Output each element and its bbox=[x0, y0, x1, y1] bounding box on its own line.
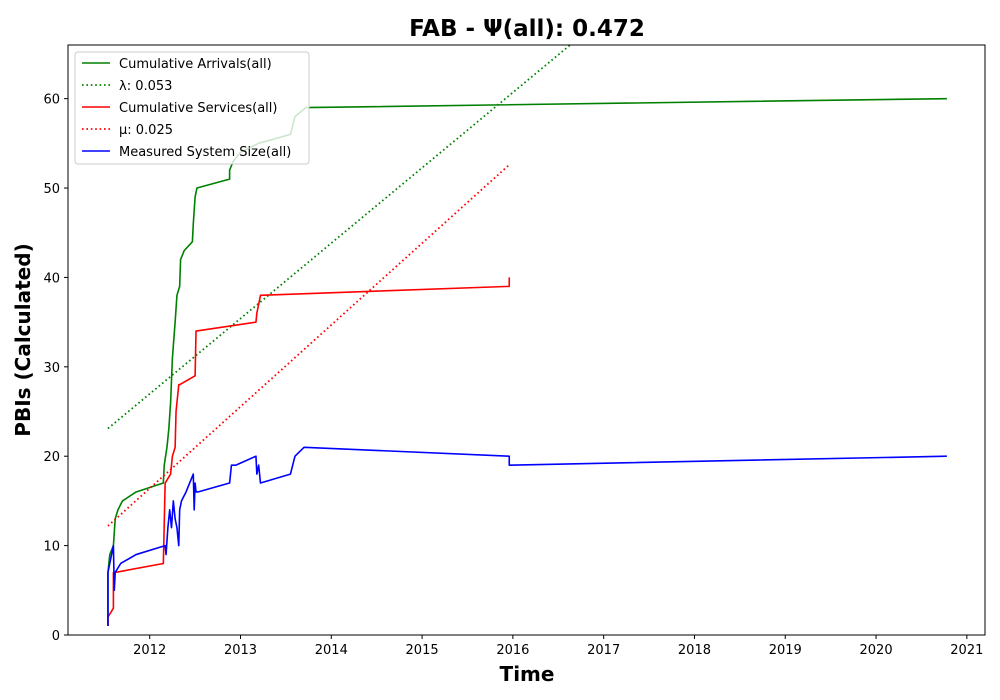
y-tick-label: 30 bbox=[43, 361, 60, 376]
chart-title: FAB - Ψ(all): 0.472 bbox=[409, 16, 645, 42]
series-line-0 bbox=[107, 97, 947, 627]
series-line-1 bbox=[107, 45, 571, 430]
series-line-3 bbox=[107, 164, 510, 527]
legend-label-1: λ: 0.053 bbox=[119, 79, 172, 94]
y-tick-label: 40 bbox=[43, 271, 60, 286]
y-tick-label: 50 bbox=[43, 182, 60, 197]
series-line-4 bbox=[107, 446, 947, 627]
legend-label-2: Cumulative Services(all) bbox=[119, 101, 277, 116]
y-axis: 0 10 20 30 40 50 60 bbox=[43, 93, 68, 644]
x-tick-label: 2012 bbox=[133, 643, 166, 658]
x-tick-label: 2021 bbox=[950, 643, 983, 658]
x-tick-label: 2014 bbox=[315, 643, 348, 658]
x-tick-label: 2013 bbox=[224, 643, 257, 658]
x-tick-label: 2016 bbox=[496, 643, 529, 658]
legend-label-4: Measured System Size(all) bbox=[119, 145, 291, 160]
legend: Cumulative Arrivals(all) λ: 0.053 Cumulati… bbox=[74, 51, 310, 165]
y-tick-label: 60 bbox=[43, 93, 60, 108]
legend-label-3: μ: 0.025 bbox=[119, 123, 173, 138]
legend-label-0: Cumulative Arrivals(all) bbox=[119, 57, 272, 72]
y-tick-label: 20 bbox=[43, 450, 60, 465]
x-axis-title: Time bbox=[500, 662, 555, 686]
x-tick-label: 2020 bbox=[860, 643, 893, 658]
y-tick-label: 0 bbox=[52, 629, 60, 644]
plot-frame bbox=[67, 44, 986, 636]
x-tick-label: 2019 bbox=[769, 643, 802, 658]
x-tick-label: 2018 bbox=[678, 643, 711, 658]
x-tick-label: 2017 bbox=[587, 643, 620, 658]
y-axis-title: PBIs (Calculated) bbox=[11, 243, 35, 436]
y-tick-label: 10 bbox=[43, 540, 60, 555]
series-line-2 bbox=[107, 277, 511, 627]
x-tick-label: 2015 bbox=[406, 643, 439, 658]
legend-box bbox=[74, 51, 310, 165]
x-axis: 2012 2013 2014 2015 2016 2017 2018 2019 2020 2021 bbox=[133, 635, 983, 658]
